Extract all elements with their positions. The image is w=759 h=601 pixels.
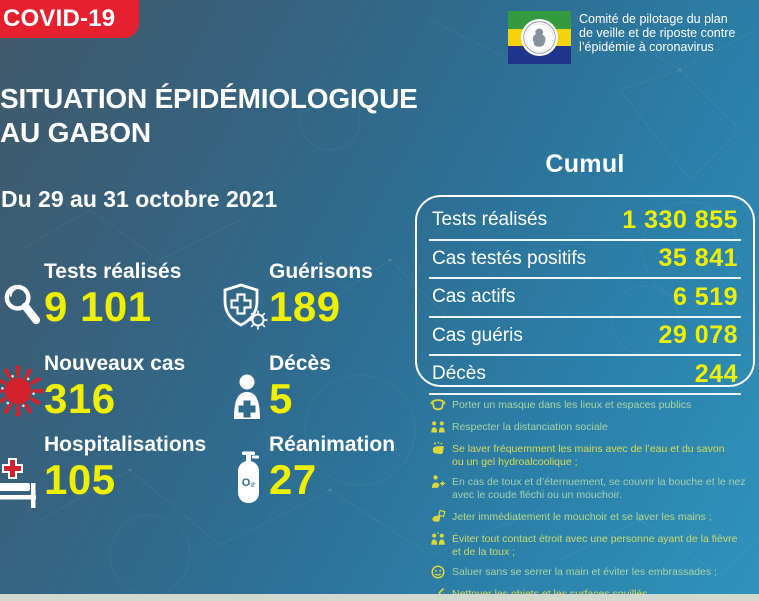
gabon-flag-logo bbox=[508, 11, 571, 64]
advice-text: Saluer sans se serrer la main et éviter … bbox=[452, 566, 717, 578]
cumul-row-tests: Tests réalisés 1 330 855 bbox=[429, 202, 741, 241]
advice-item-wash-hands: Se laver fréquemment les mains avec de l… bbox=[430, 441, 756, 468]
page-title-line1: SITUATION ÉPIDÉMIOLOGIQUE bbox=[0, 83, 418, 114]
advice-text: Se laver fréquemment les mains avec de l… bbox=[452, 443, 725, 468]
advice-text: En cas de toux et d’éternuement, se couv… bbox=[452, 476, 746, 501]
cumul-row-value: 244 bbox=[694, 359, 738, 388]
stat-value: 105 bbox=[44, 456, 116, 503]
stat-label: Réanimation bbox=[269, 433, 396, 456]
stat-reanimation: O₂ Réanimation 27 bbox=[238, 433, 396, 503]
shield-cross-virus-icon bbox=[220, 282, 268, 337]
cumul-row-positifs: Cas testés positifs 35 841 bbox=[429, 241, 741, 279]
cumul-row-value: 35 841 bbox=[658, 244, 738, 273]
stat-label: Hospitalisations bbox=[44, 433, 207, 456]
greeting-without-handshake-icon bbox=[430, 564, 452, 580]
stat-deces: Décès 5 bbox=[234, 352, 331, 422]
avoid-contact-icon bbox=[430, 531, 452, 547]
covid19-badge-label: COVID-19 bbox=[3, 5, 116, 32]
cumul-row-label: Décès bbox=[432, 363, 486, 385]
report-period: Du 29 au 31 octobre 2021 bbox=[1, 186, 278, 212]
stat-label: Guérisons bbox=[269, 260, 373, 283]
committee-logo-block: Comité de pilotage du plan de veille et … bbox=[508, 11, 735, 64]
advice-text: Éviter tout contact étroit avec une pers… bbox=[452, 533, 738, 558]
cumul-row-label: Cas testés positifs bbox=[432, 247, 587, 269]
mask-icon bbox=[430, 397, 452, 413]
page-title-line2: AU GABON bbox=[0, 117, 151, 148]
advice-text: Jeter immédiatement le mouchoir et se la… bbox=[452, 511, 712, 523]
page-title: SITUATION ÉPIDÉMIOLOGIQUE AU GABON bbox=[0, 82, 418, 150]
stat-label: Nouveaux cas bbox=[44, 352, 186, 375]
advice-item-greeting: Saluer sans se serrer la main et éviter … bbox=[430, 564, 756, 580]
stat-guerisons: Guérisons 189 bbox=[223, 260, 373, 330]
advice-item-distancing: Respecter la distanciation sociale bbox=[430, 419, 756, 435]
advice-text: Respecter la distanciation sociale bbox=[452, 421, 608, 433]
cumul-row-value: 6 519 bbox=[672, 282, 738, 311]
stat-tests-realises: Tests réalisés 9 101 bbox=[4, 260, 182, 330]
advice-item-cough-elbow: En cas de toux et d’éternuement, se couv… bbox=[430, 474, 756, 501]
stat-value: 5 bbox=[269, 375, 293, 422]
person-cross-icon bbox=[225, 373, 269, 426]
stat-label: Décès bbox=[269, 352, 331, 375]
cumul-heading: Cumul bbox=[545, 150, 625, 178]
cough-into-elbow-icon bbox=[430, 474, 452, 490]
stat-value: 27 bbox=[269, 456, 317, 503]
advice-item-avoid-contact: Éviter tout contact étroit avec une pers… bbox=[430, 531, 756, 558]
cumul-row-value: 29 078 bbox=[658, 321, 738, 350]
committee-name: Comité de pilotage du plan de veille et … bbox=[579, 11, 735, 64]
committee-name-line: l’épidémie à coronavirus bbox=[579, 39, 714, 54]
tissue-disposal-icon bbox=[430, 509, 452, 525]
committee-name-line: de veille et de riposte contre bbox=[579, 25, 736, 40]
stat-label: Tests réalisés bbox=[44, 260, 182, 283]
flag-seal-icon bbox=[521, 19, 558, 56]
cumul-row-label: Tests réalisés bbox=[432, 209, 548, 231]
cumul-table: Tests réalisés 1 330 855 Cas testés posi… bbox=[415, 195, 755, 395]
stat-nouveaux-cas: Nouveaux cas 316 bbox=[0, 352, 186, 422]
hospital-bed-icon bbox=[0, 457, 44, 514]
covid19-badge: COVID-19 bbox=[0, 0, 139, 38]
committee-name-line: Comité de pilotage du plan bbox=[579, 12, 728, 26]
hand-washing-icon bbox=[430, 441, 452, 457]
cumul-row-value: 1 330 855 bbox=[622, 205, 738, 234]
oxygen-tank-icon: O₂ bbox=[229, 448, 269, 511]
advice-text: Porter un masque dans les lieux et espac… bbox=[452, 399, 692, 411]
cumul-row-deces: Décès 244 bbox=[429, 356, 741, 395]
advice-item-mask: Porter un masque dans les lieux et espac… bbox=[430, 397, 756, 413]
advice-item-tissue: Jeter immédiatement le mouchoir et se la… bbox=[430, 509, 756, 525]
cumul-row-gueris: Cas guéris 29 078 bbox=[429, 318, 741, 356]
magnifier-icon bbox=[1, 283, 44, 335]
cumul-row-label: Cas actifs bbox=[432, 286, 516, 308]
oxygen-label: O₂ bbox=[242, 477, 256, 489]
virus-icon bbox=[0, 362, 47, 425]
cumul-row-label: Cas guéris bbox=[432, 324, 523, 346]
social-distancing-icon bbox=[430, 419, 452, 435]
stat-hospitalisations: Hospitalisations 105 bbox=[0, 433, 207, 508]
advice-list: Porter un masque dans les lieux et espac… bbox=[430, 397, 756, 601]
stat-value: 9 101 bbox=[44, 283, 152, 330]
cumul-row-actifs: Cas actifs 6 519 bbox=[429, 279, 741, 318]
stat-value: 189 bbox=[269, 283, 341, 330]
stat-value: 316 bbox=[44, 375, 116, 422]
bottom-strip bbox=[0, 594, 759, 601]
